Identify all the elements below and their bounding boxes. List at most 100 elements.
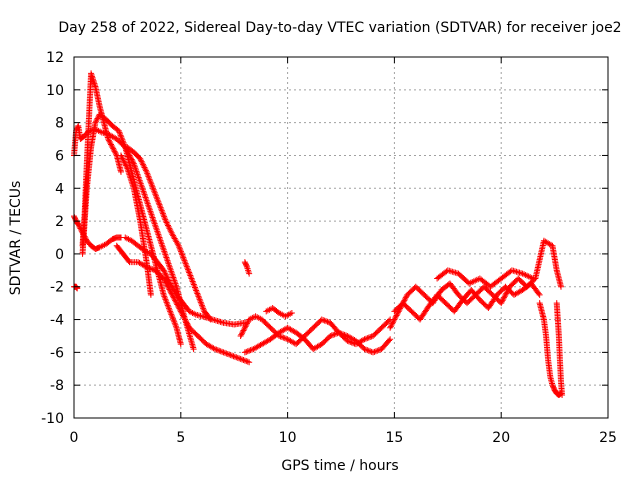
plus-marker [161, 268, 168, 275]
plus-marker [163, 297, 170, 304]
plus-marker [374, 347, 381, 354]
plus-marker [179, 253, 186, 260]
plus-marker [333, 330, 340, 337]
plus-marker [394, 311, 401, 318]
plus-marker [117, 130, 124, 137]
plus-marker [179, 311, 186, 318]
plus-marker [178, 250, 185, 257]
plus-marker [162, 216, 169, 223]
plus-marker [241, 324, 248, 331]
plus-marker [182, 316, 189, 323]
plus-marker [393, 312, 400, 319]
plus-marker [182, 317, 189, 324]
plus-marker [161, 276, 168, 283]
plus-marker [236, 355, 243, 362]
plus-marker [180, 256, 187, 263]
plus-marker [164, 222, 171, 229]
plus-marker [391, 316, 398, 323]
plus-marker [110, 145, 117, 152]
plus-marker [150, 186, 157, 193]
plus-marker [196, 296, 203, 303]
series-trace-p [434, 267, 537, 290]
plus-marker [320, 317, 327, 324]
plus-marker [158, 206, 165, 213]
plus-marker [191, 284, 198, 291]
plus-marker [244, 320, 251, 327]
plus-marker [164, 221, 171, 228]
plus-marker [240, 327, 247, 334]
plus-marker [200, 306, 207, 313]
plus-marker [120, 139, 127, 146]
plus-marker [324, 318, 331, 325]
plus-marker [162, 279, 169, 286]
plus-marker [184, 320, 191, 327]
plot-frame [73, 56, 609, 419]
series-trace-a [71, 213, 124, 252]
plus-marker [125, 257, 132, 264]
plus-marker [149, 266, 156, 273]
plus-marker [177, 341, 184, 348]
plus-marker [165, 303, 172, 310]
plus-marker [170, 294, 177, 301]
plus-marker [185, 268, 192, 275]
plus-marker [165, 285, 172, 292]
plus-marker [119, 136, 126, 143]
plus-marker [365, 347, 372, 354]
plus-marker [169, 314, 176, 321]
plus-marker [180, 254, 187, 261]
plus-marker [192, 285, 199, 292]
plus-marker [157, 203, 164, 210]
plus-marker [118, 133, 125, 140]
plus-marker [156, 201, 163, 208]
plus-marker [120, 156, 127, 163]
plus-marker [365, 334, 372, 341]
plus-marker [246, 347, 253, 354]
plus-marker [161, 293, 168, 300]
plus-marker [318, 316, 325, 323]
plus-marker [186, 271, 193, 278]
plus-marker [371, 348, 378, 355]
plus-marker [173, 300, 180, 307]
y-tick-label: 8 [55, 116, 64, 132]
plus-marker [341, 331, 348, 338]
plus-marker [402, 296, 409, 303]
plus-marker [388, 322, 395, 329]
plus-marker [193, 287, 200, 294]
plus-marker [166, 306, 173, 313]
plus-marker [367, 348, 374, 355]
plus-marker [164, 302, 171, 309]
plus-marker [160, 267, 167, 274]
plus-marker [559, 392, 566, 399]
plus-marker [501, 294, 508, 301]
plus-marker [281, 335, 288, 342]
plus-marker [162, 271, 169, 278]
plus-marker [160, 212, 167, 219]
plus-marker [151, 188, 158, 195]
plus-marker [195, 293, 202, 300]
plus-marker [240, 357, 247, 364]
plus-marker [157, 204, 164, 211]
plus-marker [138, 158, 145, 165]
plus-marker [536, 291, 543, 298]
plus-marker [243, 322, 250, 329]
plus-marker [115, 127, 122, 134]
plus-marker [216, 347, 223, 354]
plus-marker [229, 352, 236, 359]
plus-marker [147, 291, 154, 298]
plus-marker [93, 116, 100, 123]
plus-marker [175, 242, 182, 249]
plus-marker [331, 331, 338, 338]
x-tick-label: 0 [70, 430, 79, 446]
plus-marker [169, 293, 176, 300]
plus-marker [183, 319, 190, 326]
plus-marker [145, 173, 152, 180]
plus-marker [189, 277, 196, 284]
plus-marker [167, 287, 174, 294]
plus-marker [241, 357, 248, 364]
x-tick-label: 5 [176, 430, 185, 446]
plus-marker [152, 191, 159, 198]
plus-marker [221, 349, 228, 356]
plus-marker [122, 162, 129, 169]
plus-marker [194, 290, 201, 297]
